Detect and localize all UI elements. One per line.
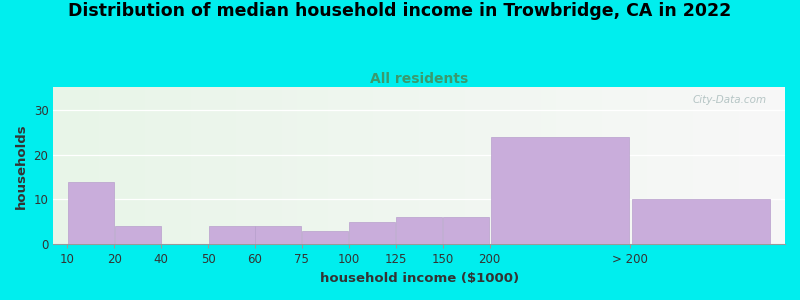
Y-axis label: households: households — [15, 123, 28, 208]
Bar — [350, 222, 395, 244]
Bar — [255, 226, 302, 244]
Bar — [491, 136, 629, 244]
Bar — [632, 200, 770, 244]
Bar — [302, 231, 348, 244]
Text: Distribution of median household income in Trowbridge, CA in 2022: Distribution of median household income … — [68, 2, 732, 20]
Bar — [209, 226, 254, 244]
Title: All residents: All residents — [370, 72, 468, 86]
Text: City-Data.com: City-Data.com — [693, 95, 766, 105]
Bar — [396, 218, 442, 244]
X-axis label: household income ($1000): household income ($1000) — [319, 272, 518, 285]
Bar — [114, 226, 161, 244]
Bar — [443, 218, 489, 244]
Bar — [68, 182, 114, 244]
